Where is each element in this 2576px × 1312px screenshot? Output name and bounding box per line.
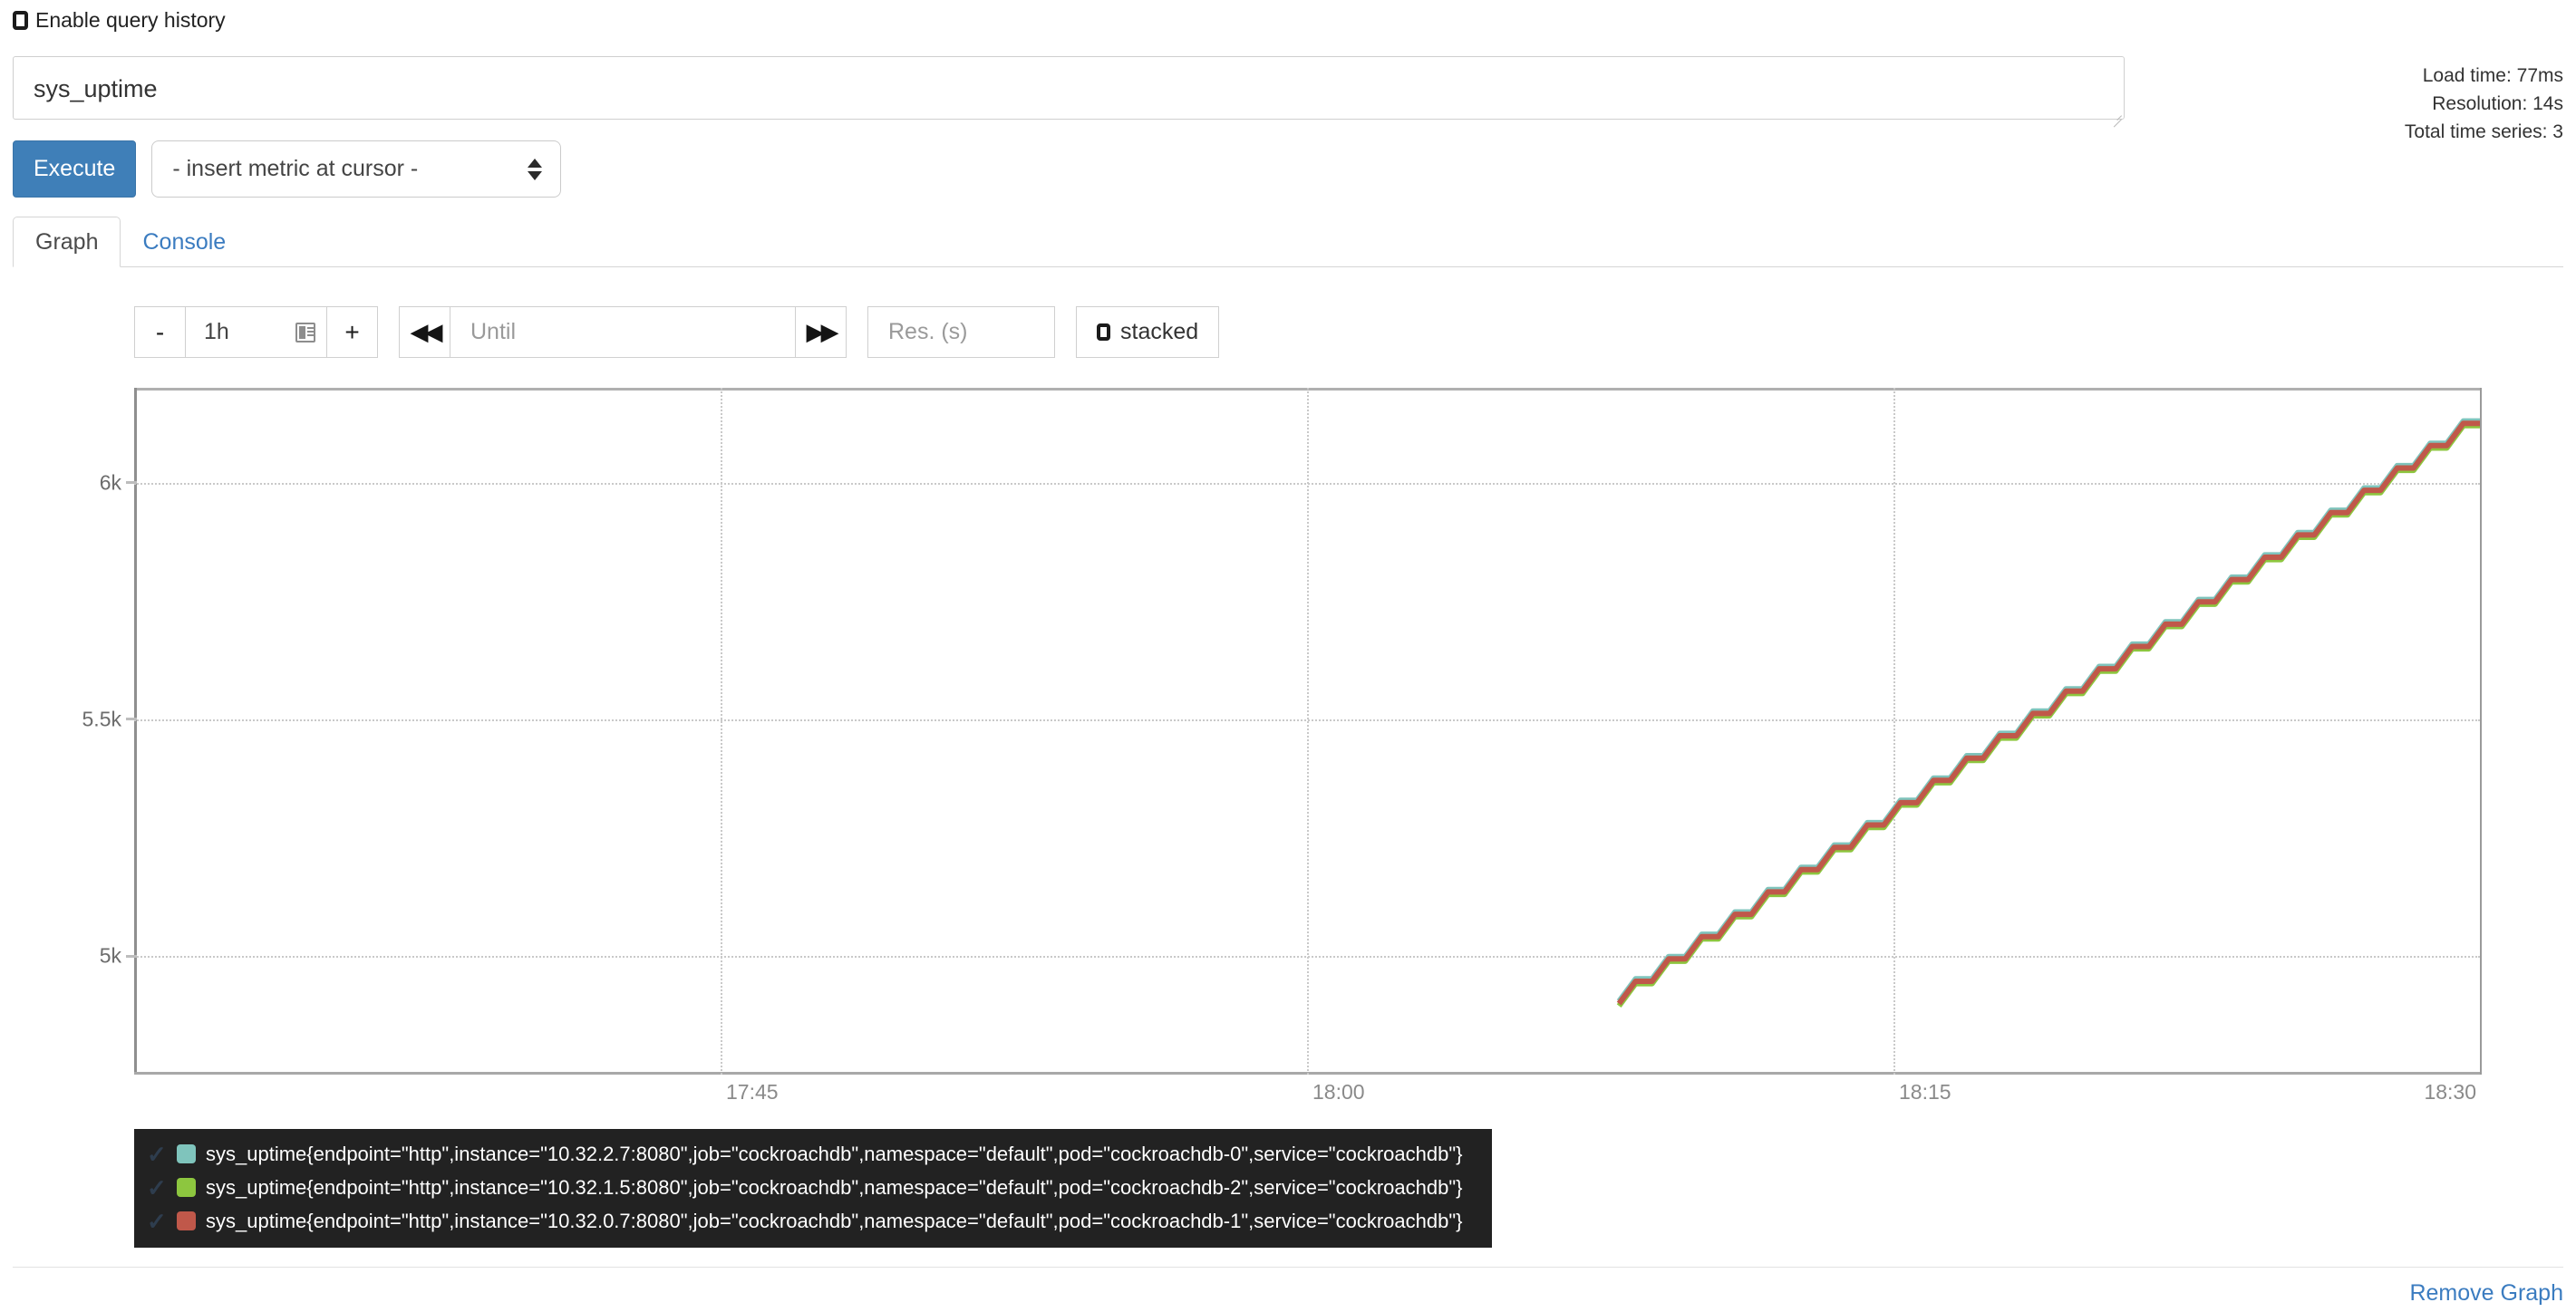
- step-forward-button[interactable]: ▶▶: [795, 306, 847, 358]
- stacked-label: stacked: [1120, 319, 1199, 344]
- x-axis-tick-label: 17:45: [726, 1080, 779, 1104]
- resolution-input-placeholder: Res. (s): [888, 319, 968, 344]
- y-axis-tick-label: 5k: [99, 943, 121, 968]
- gridline-vertical: [1893, 388, 1895, 1075]
- graph-legend: ✓ sys_uptime{endpoint="http",instance="10…: [134, 1129, 1492, 1248]
- insert-metric-select-value: - insert metric at cursor -: [172, 156, 419, 181]
- double-right-arrow-icon: ▶▶: [806, 318, 839, 345]
- tab-console[interactable]: Console: [142, 228, 227, 255]
- gridline-vertical: [1307, 388, 1309, 1075]
- tab-graph[interactable]: Graph: [13, 217, 121, 267]
- execute-button[interactable]: Execute: [13, 140, 137, 198]
- until-group: ◀◀ Until ▶▶: [399, 306, 847, 358]
- graph-plot[interactable]: 5k 5.5k 6k 17:45 18:00 18:15 18:30: [82, 388, 2482, 1104]
- increase-range-button[interactable]: +: [326, 306, 378, 358]
- chevron-updown-icon: [528, 158, 543, 180]
- enable-query-history-checkbox[interactable]: [13, 11, 28, 30]
- legend-color-swatch: [177, 1211, 196, 1230]
- stacked-checkbox-icon[interactable]: [1097, 323, 1110, 341]
- graph-toolbar: - 1h + ◀◀ Until ▶▶ Res. (s) stacked: [134, 306, 1220, 358]
- enable-query-history-row[interactable]: Enable query history: [13, 10, 226, 31]
- query-stats: Load time: 77ms Resolution: 14s Total ti…: [2405, 62, 2563, 146]
- series-line-2: [1619, 423, 2480, 1003]
- stacked-toggle[interactable]: stacked: [1076, 306, 1220, 358]
- y-axis-tick-label: 6k: [99, 470, 121, 495]
- x-axis-tick-label: 18:00: [1312, 1080, 1365, 1104]
- result-tabs: Graph Console: [13, 216, 2563, 267]
- range-input[interactable]: 1h: [185, 306, 327, 358]
- y-axis-line: [134, 388, 137, 1075]
- gridline-vertical: [2480, 388, 2482, 1075]
- legend-item[interactable]: ✓ sys_uptime{endpoint="http",instance="10…: [147, 1204, 1463, 1238]
- load-time-text: Load time: 77ms: [2422, 65, 2563, 86]
- plot-frame: 5k 5.5k 6k 17:45 18:00 18:15 18:30: [82, 388, 2482, 1104]
- expression-input[interactable]: [13, 56, 2125, 120]
- decrease-range-button[interactable]: -: [134, 306, 186, 358]
- legend-item[interactable]: ✓ sys_uptime{endpoint="http",instance="10…: [147, 1137, 1463, 1171]
- panel-divider: [13, 1267, 2563, 1268]
- resolution-input[interactable]: Res. (s): [867, 306, 1055, 358]
- until-input[interactable]: Until: [450, 306, 796, 358]
- x-axis-tick-label: 18:15: [1899, 1080, 1951, 1104]
- legend-color-swatch: [177, 1144, 196, 1163]
- x-axis-tick-label: 18:30: [2424, 1080, 2476, 1104]
- step-backward-button[interactable]: ◀◀: [399, 306, 450, 358]
- range-input-value: 1h: [204, 319, 229, 344]
- execute-row: Execute - insert metric at cursor -: [13, 140, 562, 198]
- range-picker-icon[interactable]: [295, 322, 315, 342]
- legend-checkmark-icon[interactable]: ✓: [147, 1173, 167, 1201]
- expression-input-wrapper: [13, 56, 2125, 128]
- legend-checkmark-icon[interactable]: ✓: [147, 1140, 167, 1168]
- until-input-placeholder: Until: [470, 319, 517, 344]
- double-left-arrow-icon: ◀◀: [410, 318, 443, 345]
- insert-metric-select[interactable]: - insert metric at cursor -: [151, 140, 562, 198]
- remove-graph-link[interactable]: Remove Graph: [2409, 1280, 2563, 1306]
- resolution-text: Resolution: 14s: [2432, 93, 2563, 114]
- y-axis-tick-label: 5.5k: [82, 707, 121, 731]
- series-lines: [134, 388, 2480, 1075]
- legend-series-label: sys_uptime{endpoint="http",instance="10.…: [206, 1142, 1463, 1165]
- legend-color-swatch: [177, 1178, 196, 1197]
- legend-series-label: sys_uptime{endpoint="http",instance="10.…: [206, 1209, 1463, 1232]
- enable-query-history-label: Enable query history: [35, 8, 226, 32]
- gridline-vertical: [721, 388, 722, 1075]
- total-time-series-text: Total time series: 3: [2404, 121, 2563, 142]
- legend-series-label: sys_uptime{endpoint="http",instance="10.…: [206, 1175, 1463, 1199]
- legend-item[interactable]: ✓ sys_uptime{endpoint="http",instance="10…: [147, 1171, 1463, 1204]
- legend-checkmark-icon[interactable]: ✓: [147, 1207, 167, 1235]
- range-group: - 1h +: [134, 306, 378, 358]
